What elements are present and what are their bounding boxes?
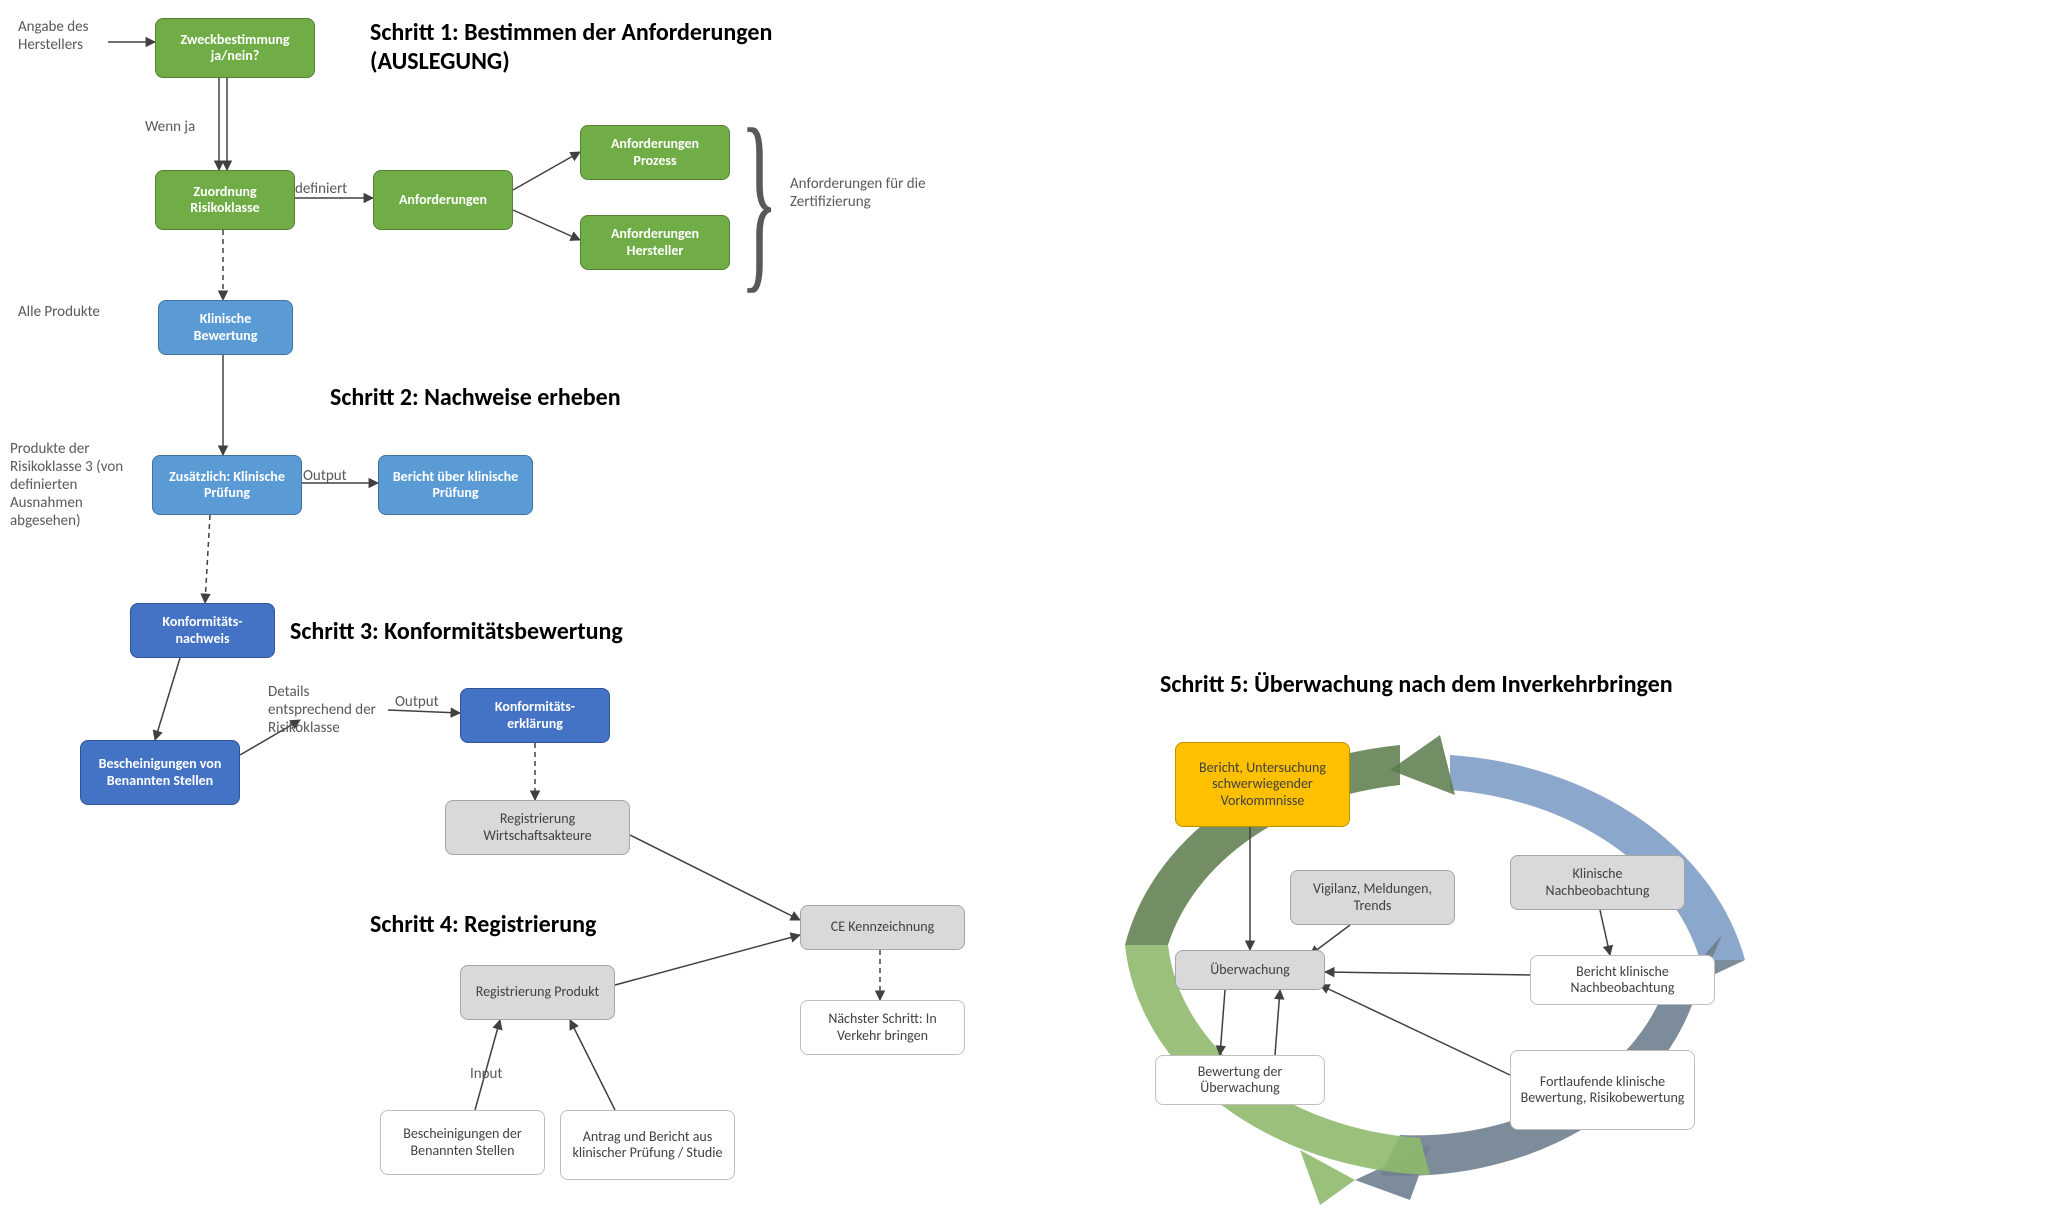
node-n_ueberw: Überwachung [1175, 950, 1325, 990]
node-n_bew_ue: Bewertung der Überwachung [1155, 1055, 1325, 1105]
node-n_vigilanz: Vigilanz, Meldungen, Trends [1290, 870, 1455, 925]
node-n_ce: CE Kennzeichnung [800, 905, 965, 950]
edge-n_zus-n_konf_nw [205, 515, 210, 603]
node-n_reg_prod: Registrierung Produkt [460, 965, 615, 1020]
edge-n_anf-n_anf_proz [513, 152, 580, 190]
node-n_besch_bs: Bescheinigungen der Benannten Stellen [380, 1110, 545, 1175]
node-n_klin_nb: Klinische Nachbeobachtung [1510, 855, 1685, 910]
heading-h5: Schritt 5: Überwachung nach dem Inverkeh… [1160, 670, 1860, 699]
node-n_klin_bew: Klinische Bewertung [158, 300, 293, 355]
edge-n_ber_nb-n_ueberw [1325, 972, 1530, 975]
heading-h4: Schritt 4: Registrierung [370, 910, 770, 939]
node-n_next: Nächster Schritt: In Verkehr bringen [800, 1000, 965, 1055]
label-l_anf_zert: Anforderungen für die Zertifizierung [790, 175, 930, 211]
node-n_antrag: Antrag und Bericht aus klinischer Prüfun… [560, 1110, 735, 1180]
label-l_angabe: Angabe des Herstellers [18, 18, 128, 54]
node-n_ber_nb: Bericht klinische Nachbeobachtung [1530, 955, 1715, 1005]
brace-icon: } [740, 100, 778, 300]
node-n_anf_proz: Anforderungen Prozess [580, 125, 730, 180]
edge-n_anf-n_anf_her [513, 210, 580, 240]
node-n_bericht: Bericht über klinische Prüfung [378, 455, 533, 515]
node-n_zuord: Zuordnung Risikoklasse [155, 170, 295, 230]
label-l_output1: Output [303, 467, 373, 485]
node-n_zweck: Zweckbestimmung ja/nein? [155, 18, 315, 78]
label-l_details: Details entsprechend der Risikoklasse [268, 683, 388, 737]
label-l_prod3: Produkte der Risikoklasse 3 (von definie… [10, 440, 145, 530]
label-l_alle: Alle Produkte [18, 303, 118, 321]
label-l_input: Input [470, 1065, 530, 1083]
node-n_bericht_vk: Bericht, Untersuchung schwerwiegender Vo… [1175, 742, 1350, 827]
edge-n_konf_nw-n_besch [155, 658, 180, 740]
node-n_anf_her: Anforderungen Hersteller [580, 215, 730, 270]
node-n_fort: Fortlaufende klinische Bewertung, Risiko… [1510, 1050, 1695, 1130]
heading-h3: Schritt 3: Konformitätsbewertung [290, 617, 790, 646]
edge-n_bew_ue-n_ueberw [1275, 990, 1280, 1055]
heading-h1: Schritt 1: Bestimmen der Anforderungen (… [370, 18, 890, 76]
label-l_output2: Output [395, 693, 465, 711]
edge-n_reg_wa-n_ce [630, 835, 800, 920]
node-n_konf_nw: Konformitäts-nachweis [130, 603, 275, 658]
node-n_anf: Anforderungen [373, 170, 513, 230]
label-l_definiert: definiert [295, 180, 375, 198]
node-n_konf_erk: Konformitäts-erklärung [460, 688, 610, 743]
edge-n_fort-n_ueberw [1320, 985, 1510, 1075]
node-n_besch: Bescheinigungen von Benannten Stellen [80, 740, 240, 805]
edge-n_reg_prod-n_ce [615, 935, 800, 985]
label-l_wennja: Wenn ja [145, 118, 225, 136]
node-n_zus: Zusätzlich: Klinische Prüfung [152, 455, 302, 515]
edge-n_ueberw-n_bew_ue [1220, 990, 1225, 1055]
heading-h2: Schritt 2: Nachweise erheben [330, 383, 830, 412]
node-n_reg_wa: Registrierung Wirtschaftsakteure [445, 800, 630, 855]
edge-n_klin_nb-n_ber_nb [1600, 910, 1610, 955]
edge-n_antrag-n_reg_prod [570, 1020, 615, 1110]
